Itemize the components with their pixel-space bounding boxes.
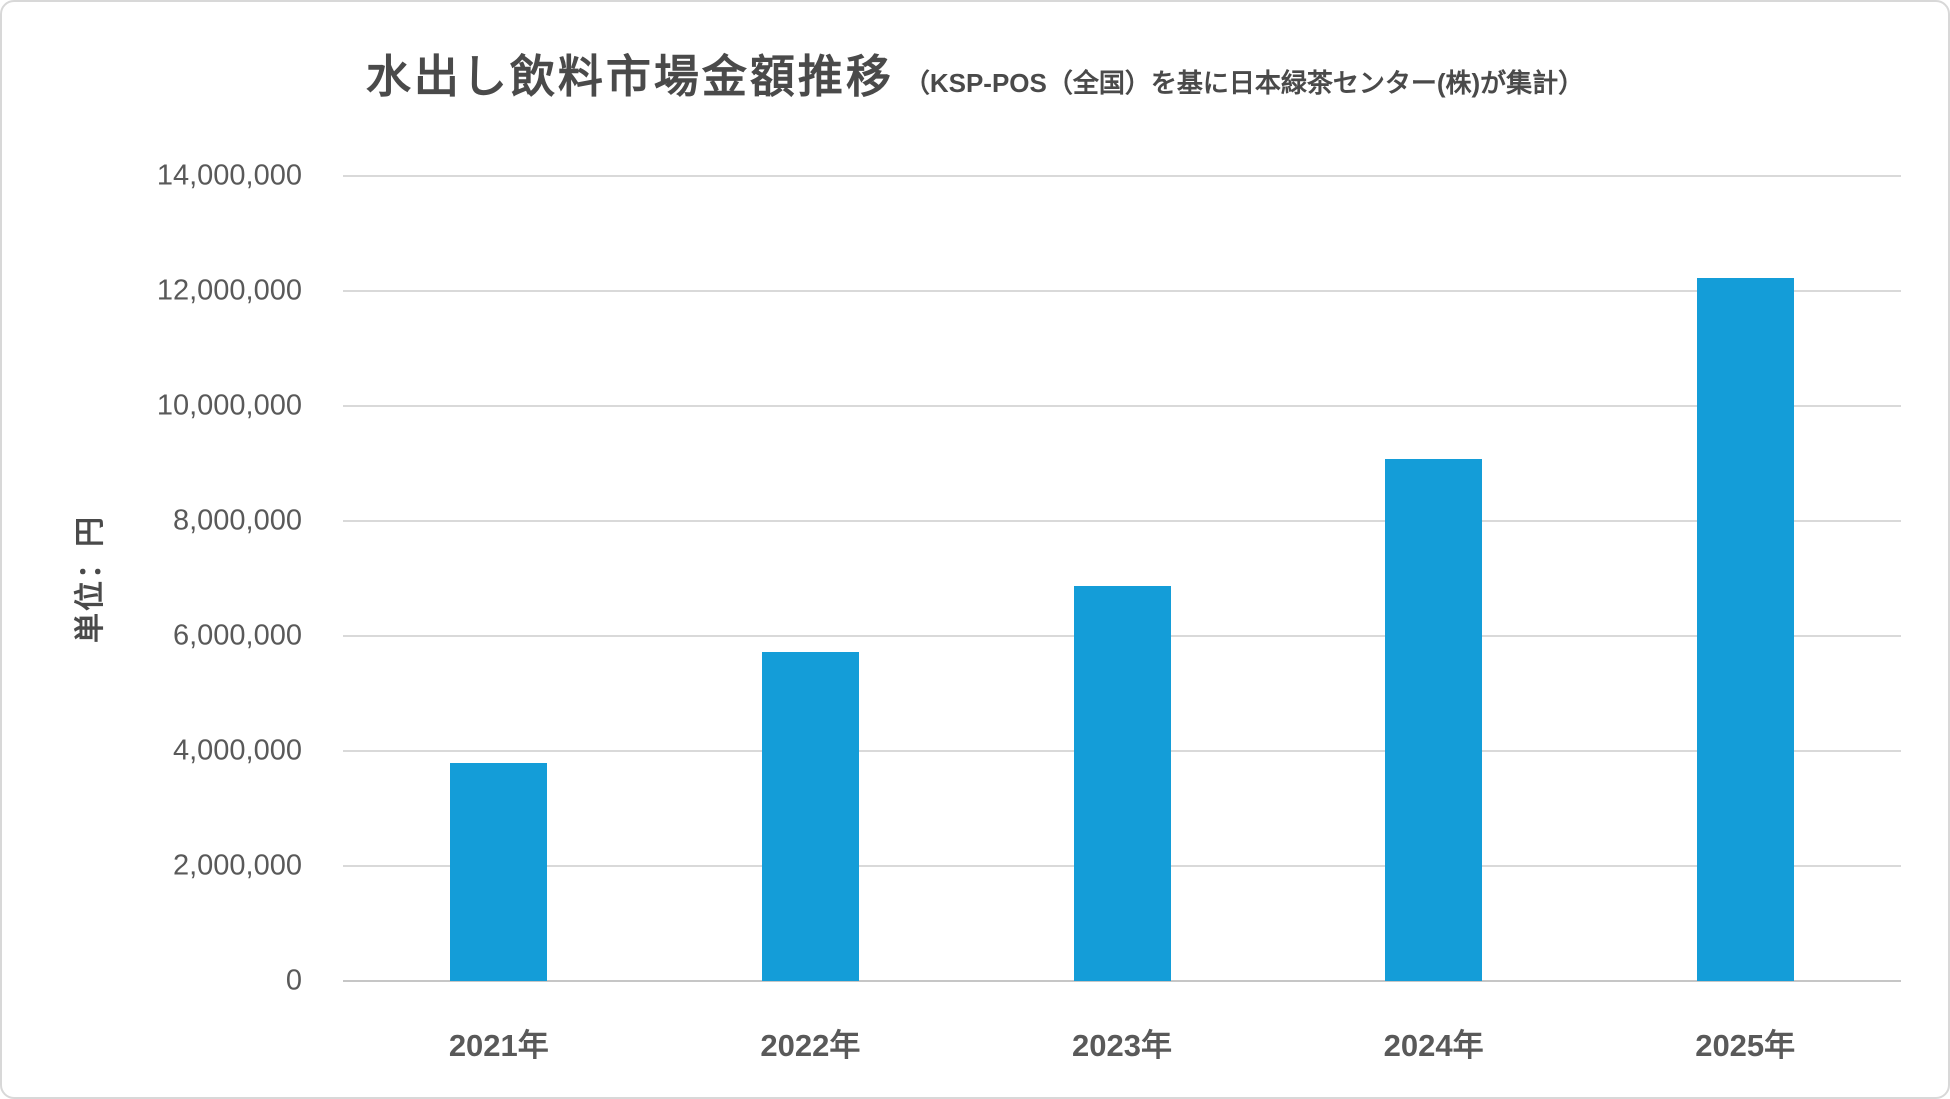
x-tick-label: 2025年: [1695, 1028, 1796, 1063]
bar-2024年: [1385, 458, 1483, 981]
y-tick-label: 14,000,000: [156, 159, 302, 192]
bar-2022年: [761, 652, 859, 981]
x-tick-label: 2023年: [1072, 1028, 1172, 1063]
bar-2025年: [1696, 278, 1794, 981]
y-tick-label: 8,000,000: [172, 504, 302, 537]
x-tick-label: 2021年: [448, 1028, 549, 1063]
y-tick-label: 2,000,000: [172, 849, 302, 882]
x-axis-line: [343, 980, 1901, 982]
bar-2023年: [1073, 585, 1171, 981]
gridline: [343, 520, 1901, 522]
chart-title-row: 水出し飲料市場金額推移 （KSP-POS（全国）を基に日本緑茶センター(株)が集…: [2, 40, 1948, 105]
gridline: [343, 405, 1901, 407]
x-tick-label: 2022年: [760, 1028, 861, 1063]
chart-subtitle: （KSP-POS（全国）を基に日本緑茶センター(株)が集計）: [903, 68, 1585, 98]
gridline: [343, 175, 1901, 177]
gridline: [343, 290, 1901, 292]
bar-2021年: [450, 762, 548, 981]
x-tick-label: 2024年: [1383, 1028, 1484, 1063]
y-tick-label: 6,000,000: [172, 619, 302, 652]
y-tick-label: 0: [285, 964, 302, 997]
y-tick-label: 4,000,000: [172, 734, 302, 767]
y-tick-label: 12,000,000: [156, 274, 302, 307]
chart-title: 水出し飲料市場金額推移: [365, 51, 894, 102]
y-tick-label: 10,000,000: [156, 389, 302, 422]
